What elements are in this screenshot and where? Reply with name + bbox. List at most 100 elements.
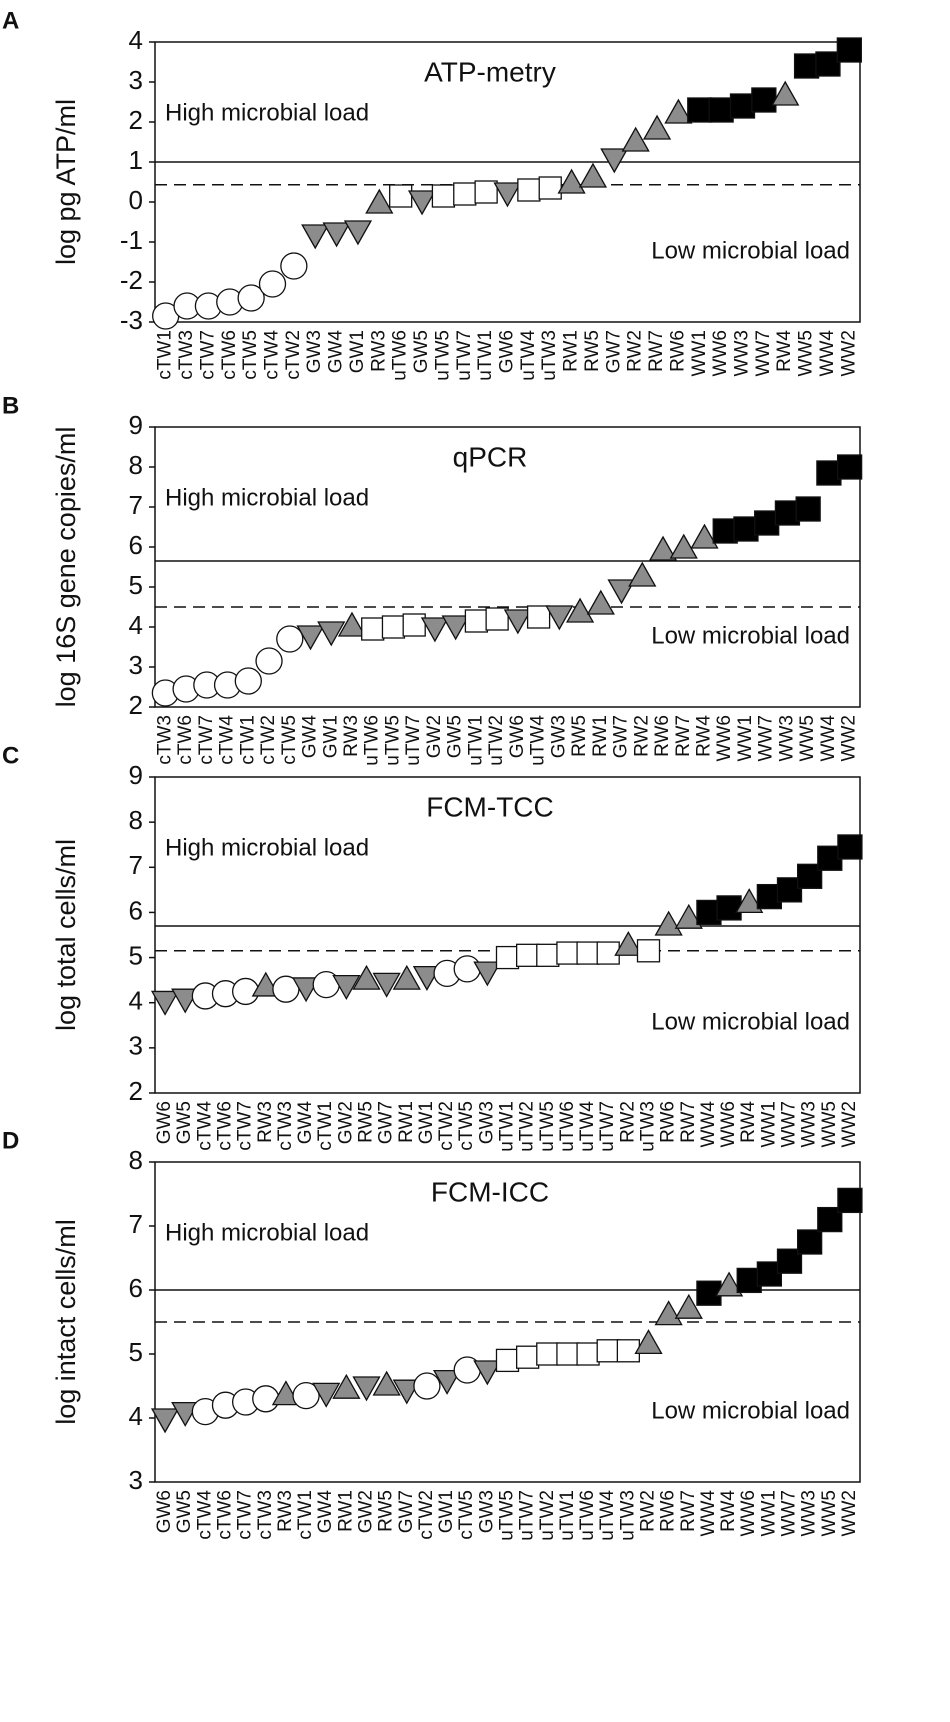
marker	[538, 176, 562, 200]
y-tick-label: 4	[129, 986, 143, 1016]
marker	[431, 184, 456, 208]
y-tick-label: 6	[129, 530, 143, 560]
x-tick-label: RW3	[255, 1101, 276, 1143]
x-tick-label: WW5	[797, 715, 818, 761]
marker	[372, 972, 401, 998]
x-tick-label: WW5	[819, 1101, 840, 1147]
marker	[473, 1360, 502, 1386]
x-tick-label: cTW4	[262, 330, 283, 380]
x-tick-label: WW3	[799, 1101, 820, 1147]
x-tick-label: RW5	[582, 330, 603, 372]
marker	[402, 613, 426, 637]
y-tick-label: 4	[129, 25, 143, 55]
x-tick-label: cTW4	[194, 1101, 215, 1151]
marker	[301, 224, 330, 250]
y-tick-label: 3	[129, 1031, 143, 1061]
panel-title: FCM-TCC	[426, 791, 554, 822]
marker	[576, 1342, 600, 1366]
x-tick-label: GW7	[603, 330, 624, 373]
marker	[453, 182, 477, 206]
y-tick-label: 3	[129, 1465, 143, 1495]
x-tick-label: GW6	[497, 330, 518, 373]
marker	[312, 1382, 341, 1408]
x-tick-label: uTW5	[537, 1101, 558, 1152]
x-tick-label: uTW4	[528, 715, 549, 766]
x-tick-label: GW4	[295, 1101, 316, 1145]
marker	[636, 939, 661, 963]
x-tick-label: cTW7	[196, 715, 217, 765]
marker	[793, 53, 820, 79]
x-tick-label: uTW4	[518, 330, 539, 381]
x-tick-label: cTW2	[436, 1101, 457, 1151]
x-tick-label: cTW2	[283, 330, 304, 380]
marker	[815, 51, 841, 77]
x-tick-label: GW1	[320, 715, 341, 758]
marker	[291, 977, 321, 1003]
x-tick-label: GW3	[304, 330, 325, 373]
x-tick-label: uTW2	[517, 1101, 538, 1152]
x-tick-label: GW4	[315, 1490, 336, 1534]
y-tick-label: 7	[129, 1209, 143, 1239]
x-tick-label: WW2	[838, 330, 859, 376]
x-tick-label: uTW4	[577, 1101, 598, 1152]
x-tick-label: cTW5	[456, 1490, 477, 1540]
x-tick-label: uTW3	[617, 1490, 638, 1541]
x-tick-label: uTW1	[497, 1101, 518, 1152]
marker	[332, 975, 361, 1000]
marker	[432, 1369, 462, 1395]
marker	[596, 1339, 620, 1363]
x-tick-label: cTW1	[295, 1490, 316, 1540]
x-tick-label: RW3	[368, 330, 389, 372]
x-tick-label: uTW6	[557, 1101, 578, 1152]
x-tick-label: cTW3	[154, 715, 175, 765]
marker	[473, 961, 502, 987]
x-tick-label: cTW6	[175, 715, 196, 765]
annotation: Low microbial load	[651, 237, 850, 264]
x-tick-label: GW5	[411, 330, 432, 373]
marker	[296, 625, 325, 651]
x-tick-label: uTW7	[454, 330, 475, 381]
x-tick-label: GW2	[356, 1490, 377, 1533]
annotation: High microbial load	[165, 834, 369, 861]
x-tick-label: RW5	[376, 1490, 397, 1532]
x-tick-label: RW4	[774, 330, 795, 372]
x-tick-label: RW2	[638, 1490, 659, 1532]
y-tick-label: 2	[129, 690, 143, 720]
marker	[413, 1372, 441, 1400]
x-tick-label: GW2	[335, 1101, 356, 1144]
marker	[796, 1229, 823, 1255]
annotation: Low microbial load	[651, 1008, 850, 1035]
marker	[495, 1348, 520, 1373]
marker	[836, 454, 863, 480]
x-tick-label: uTW5	[497, 1490, 518, 1541]
marker	[754, 510, 780, 536]
x-tick-label: WW7	[756, 715, 777, 761]
x-tick-label: GW7	[611, 715, 632, 758]
marker	[515, 943, 540, 967]
x-tick-label: WW6	[710, 330, 731, 376]
x-tick-label: WW5	[796, 330, 817, 376]
marker	[258, 270, 287, 298]
x-tick-label: uTW6	[577, 1490, 598, 1541]
marker	[674, 1293, 703, 1319]
marker	[654, 1300, 683, 1326]
marker	[751, 87, 777, 113]
marker	[526, 605, 551, 629]
panel-title: FCM-ICC	[431, 1176, 549, 1207]
x-tick-label: RW7	[646, 330, 667, 372]
x-tick-label: cTW6	[219, 330, 240, 380]
marker	[545, 605, 574, 631]
x-tick-label: uTW4	[597, 1490, 618, 1541]
marker	[607, 579, 636, 605]
x-tick-label: RW4	[738, 1101, 759, 1143]
y-tick-label: 2	[129, 105, 143, 135]
x-tick-label: RW2	[617, 1101, 638, 1143]
marker	[735, 888, 764, 914]
x-tick-label: WW4	[698, 1101, 719, 1148]
marker	[317, 621, 346, 647]
x-tick-label: WW5	[819, 1490, 840, 1536]
x-tick-label: RW6	[652, 715, 673, 757]
plot-frame	[154, 41, 861, 323]
x-tick-label: cTW2	[258, 715, 279, 765]
x-tick-label: GW1	[416, 1101, 437, 1144]
